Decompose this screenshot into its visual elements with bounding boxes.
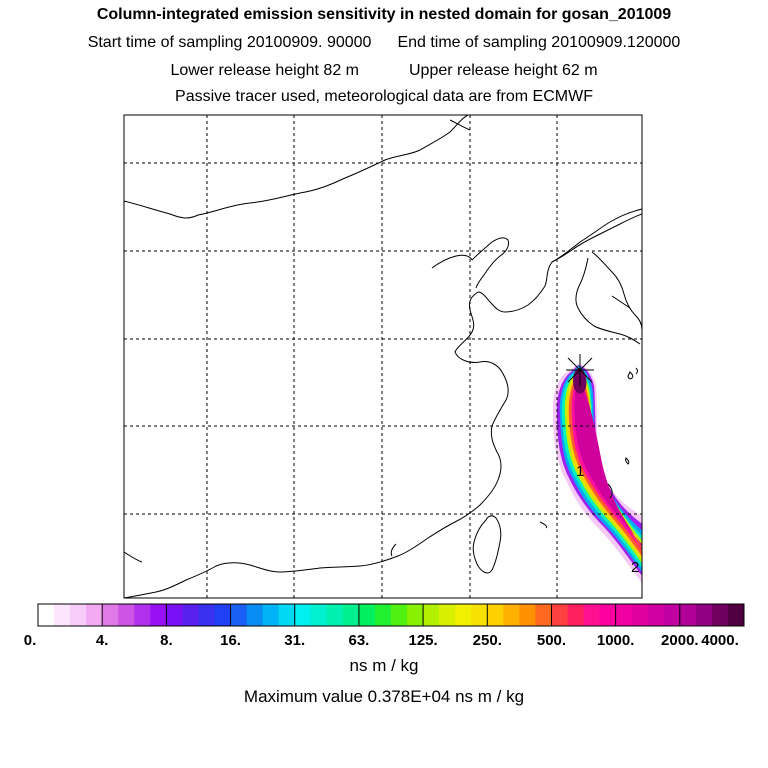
colorbar-swatch bbox=[487, 604, 504, 626]
trajectory-label-1: 1 bbox=[576, 463, 584, 480]
colorbar-tick-label: 4000. bbox=[701, 632, 739, 649]
plot-title: Column-integrated emission sensitivity i… bbox=[96, 6, 672, 23]
colorbar-swatch bbox=[214, 604, 232, 626]
end-time: End time of sampling 20100909.120000 bbox=[397, 34, 681, 51]
colorbar-swatch bbox=[198, 604, 215, 626]
colorbar-swatch bbox=[38, 604, 55, 626]
colorbar-tick-label: 4. bbox=[95, 632, 109, 649]
colorbar-swatch bbox=[150, 604, 167, 626]
colorbar-swatch bbox=[278, 604, 296, 626]
colorbar-swatch bbox=[391, 604, 408, 626]
colorbar-swatch bbox=[54, 604, 71, 626]
colorbar-tick-label: 63. bbox=[348, 632, 370, 649]
colorbar-swatch bbox=[310, 604, 328, 626]
colorbar-swatch bbox=[647, 604, 665, 626]
receptor-star-icon bbox=[566, 354, 594, 386]
colorbar-tick-label: 500. bbox=[536, 632, 567, 649]
colorbar-tick-label: 250. bbox=[472, 632, 502, 649]
colorbar-units: ns m / kg bbox=[349, 656, 419, 675]
colorbar-swatch bbox=[679, 604, 697, 626]
colorbar-swatch bbox=[471, 604, 488, 626]
colorbar-swatch bbox=[326, 604, 344, 626]
colorbar-swatch bbox=[102, 604, 119, 626]
trajectory-label-2: 2 bbox=[631, 559, 639, 576]
colorbar-swatch bbox=[663, 604, 681, 626]
colorbar-swatch bbox=[727, 604, 745, 626]
tracer-note: Passive tracer used, meteorological data… bbox=[175, 88, 593, 105]
colorbar-swatch bbox=[423, 604, 440, 626]
maximum-value: Maximum value 0.378E+04 ns m / kg bbox=[243, 687, 525, 706]
colorbar-swatch bbox=[374, 604, 392, 626]
colorbar-swatch bbox=[439, 604, 456, 626]
colorbar-tick-label: 2000. bbox=[661, 632, 699, 649]
colorbar-swatch bbox=[503, 604, 520, 626]
colorbar-swatch bbox=[455, 604, 472, 626]
colorbar-swatch bbox=[134, 604, 151, 626]
colorbar-swatch bbox=[342, 604, 360, 626]
sampling-times: Start time of sampling 20100909. 90000 En… bbox=[0, 34, 768, 52]
colorbar-swatch bbox=[711, 604, 729, 626]
colorbar-swatch bbox=[631, 604, 649, 626]
graticule bbox=[124, 115, 642, 598]
colorbar-swatch bbox=[262, 604, 280, 626]
map-panel bbox=[124, 115, 642, 598]
colorbar-swatch bbox=[246, 604, 264, 626]
colorbar-tick-label: 125. bbox=[408, 632, 438, 649]
start-time: Start time of sampling 20100909. 90000 bbox=[87, 34, 372, 51]
colorbar-tick-label: 31. bbox=[284, 632, 306, 649]
colorbar-swatch bbox=[551, 604, 568, 626]
colorbar-swatch bbox=[294, 604, 312, 626]
colorbar-tick-label: 1000. bbox=[596, 632, 635, 649]
emission-sensitivity-plume bbox=[552, 364, 642, 585]
colorbar-swatch bbox=[535, 604, 552, 626]
colorbar-swatch bbox=[519, 604, 536, 626]
colorbar-swatch bbox=[583, 604, 601, 626]
colorbar-swatch bbox=[599, 604, 617, 626]
colorbar-swatch bbox=[86, 604, 103, 626]
colorbar-swatch bbox=[695, 604, 713, 626]
colorbar-swatch bbox=[70, 604, 87, 626]
colorbar-frame bbox=[37, 603, 745, 627]
colorbar-swatch bbox=[166, 604, 183, 626]
upper-release-height: Upper release height 62 m bbox=[409, 62, 598, 79]
colorbar-tick-label: 16. bbox=[220, 632, 241, 649]
lower-release-height: Lower release height 82 m bbox=[170, 62, 359, 79]
colorbar-swatch bbox=[118, 604, 135, 626]
coastlines bbox=[124, 115, 642, 598]
colorbar-swatch bbox=[182, 604, 199, 626]
colorbar-swatch bbox=[230, 604, 248, 626]
colorbar bbox=[37, 603, 745, 627]
colorbar-swatch bbox=[615, 604, 633, 626]
colorbar-tick-label: 0. bbox=[23, 632, 37, 649]
release-heights: Lower release height 82 m Upper release h… bbox=[0, 62, 768, 80]
map-frame bbox=[123, 114, 643, 599]
colorbar-swatch bbox=[407, 604, 424, 626]
colorbar-swatch bbox=[567, 604, 585, 626]
colorbar-tick-label: 8. bbox=[160, 632, 173, 649]
colorbar-swatch bbox=[358, 604, 376, 626]
